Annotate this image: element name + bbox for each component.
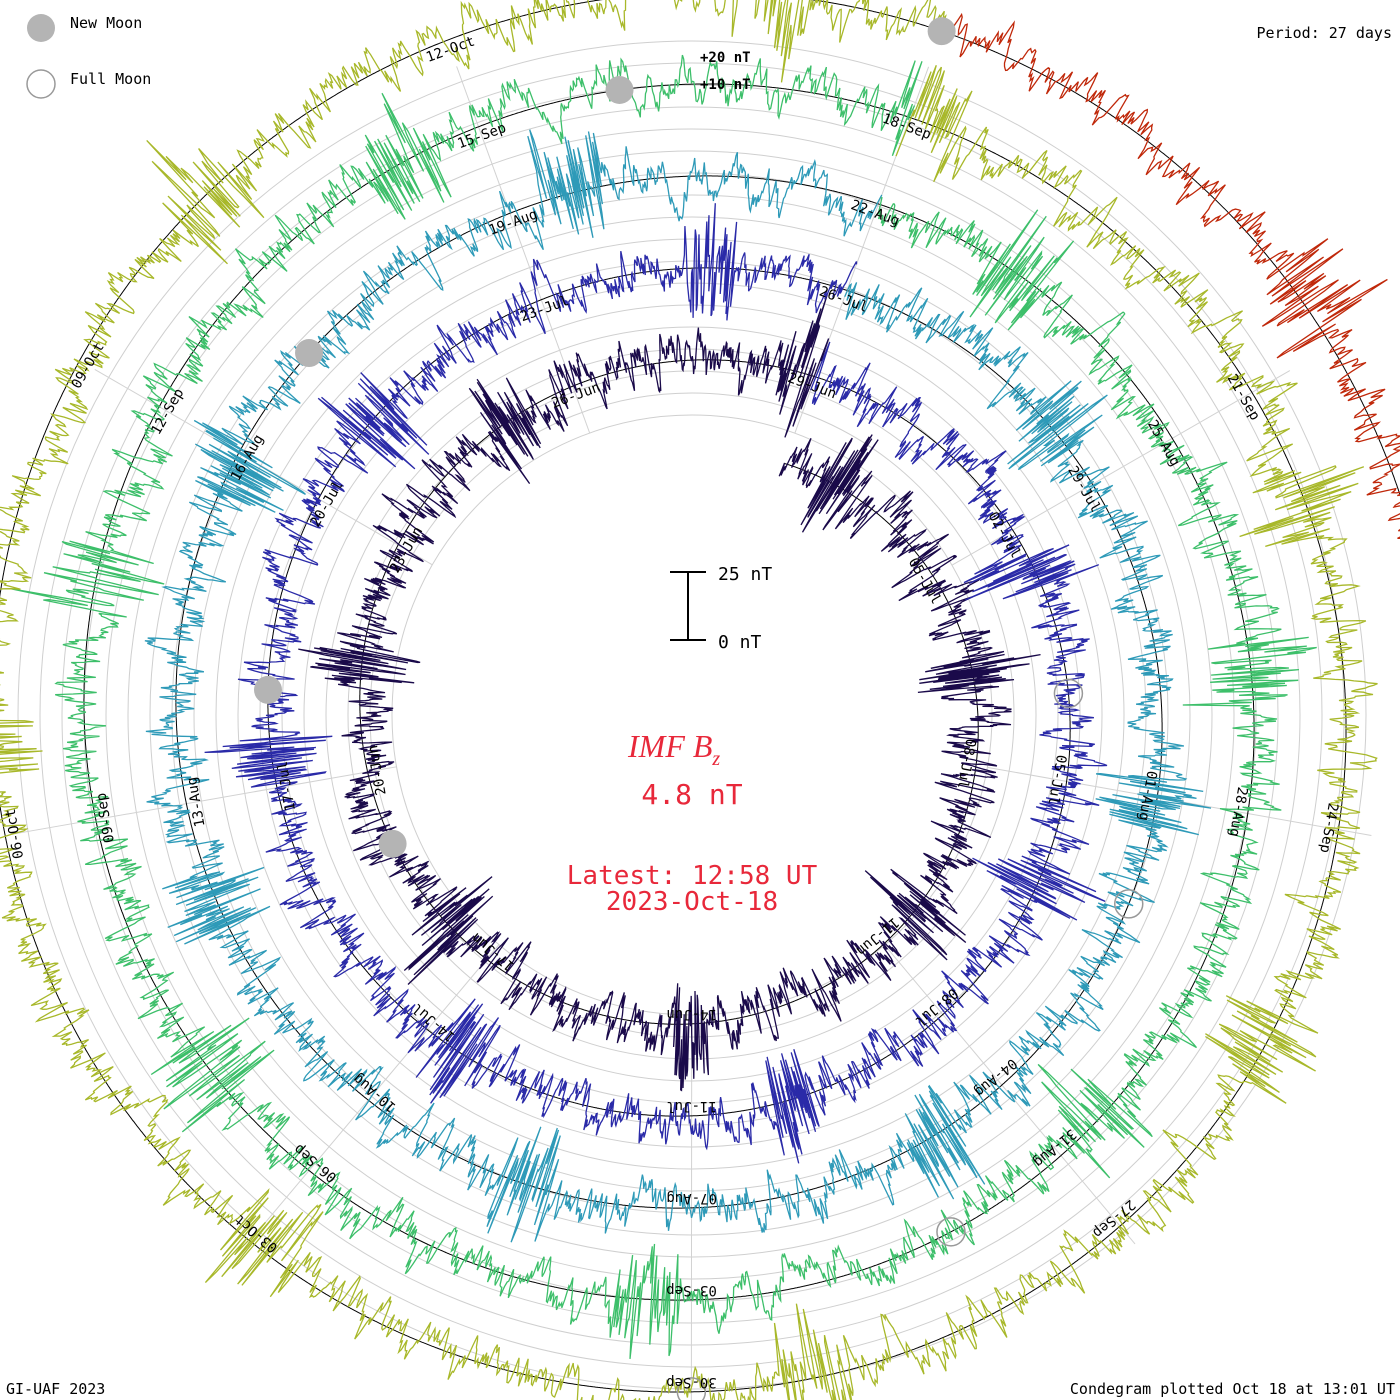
credit-label: GI-UAF 2023 [6,1380,105,1398]
day-label: 19-Aug [487,206,540,238]
chart-title: IMF Bz [627,728,720,770]
new-moon-marker [378,829,407,858]
day-label: 24-Sep [1316,802,1341,855]
latest-date: 2023-Oct-18 [606,887,778,917]
grid-ring [17,40,1367,1390]
day-label: 10-Aug [350,1070,399,1115]
bz-series-cycle-3 [144,129,1212,1243]
moon-markers [254,17,1144,1400]
bz-series-cycle-6 [938,12,1400,539]
scale-bar-bottom-label: 0 nT [718,632,762,653]
full-moon-legend-icon [26,69,56,99]
day-label: 11-Jul [666,1098,717,1114]
ring-scale-plus10: +10 nT [700,77,751,93]
day-label: 15-Sep [455,120,508,152]
day-label: 12-Oct [424,34,477,66]
day-label: 20-Jun [365,744,390,797]
day-label: 30-Sep [666,1374,717,1390]
ring-scale-plus20: +20 nT [700,50,751,66]
zero-baseline-cycle-3 [175,175,1163,1209]
grid-ring [61,84,1323,1346]
day-label: 14-Jun [666,1006,717,1022]
scale-bar-top-label: 25 nT [718,564,772,585]
full-moon-marker [1114,889,1144,919]
day-label: 22-Aug [849,197,902,229]
full-moon-marker [1053,678,1084,709]
grid-ring [369,392,1015,1038]
grid-ring [149,172,1235,1258]
day-label: 13-Aug [184,776,209,829]
new-moon-marker [295,339,324,368]
latest-time: Latest: 12:58 UT [567,861,818,891]
full-moon-legend-label: Full Moon [70,70,151,88]
day-label: 23-Jul [518,293,571,325]
bz-series-cycle-4 [10,54,1317,1359]
new-moon-marker [927,17,956,46]
new-moon-marker [254,675,283,704]
zero-baseline-cycle-1 [359,359,979,1025]
full-moon-marker [676,1377,707,1400]
bz-series-cycle-1 [298,294,1041,1092]
day-label: 09-Sep [93,792,118,845]
full-moon-marker [936,1217,966,1247]
period-label: Period: 27 days [1257,24,1392,42]
latest-value: 4.8 nT [641,778,742,811]
new-moon-legend-label: New Moon [70,14,142,32]
spoke-line [12,766,397,835]
new-moon-marker [605,76,634,105]
day-label: 05-Jul [1044,753,1069,806]
day-label: 07-Aug [666,1190,717,1206]
zero-baseline-cycle-4 [83,83,1255,1301]
zero-baseline-cycle-6 [941,30,1400,497]
new-moon-legend-icon [27,14,55,42]
scale-bar [670,571,706,641]
day-labels: 05-Jul08-Jul11-Jun14-Jun17-Jun20-Jun23-J… [3,34,1341,1390]
plotted-timestamp: Condegram plotted Oct 18 at 13:01 UT [1070,1380,1395,1398]
zero-baseline-cycle-5 [0,0,1347,1393]
bz-series-cycle-2 [204,203,1108,1164]
day-label: 03-Sep [666,1282,717,1298]
day-label: 26-Jul [817,284,870,316]
day-label: 28-Aug [1226,785,1251,838]
